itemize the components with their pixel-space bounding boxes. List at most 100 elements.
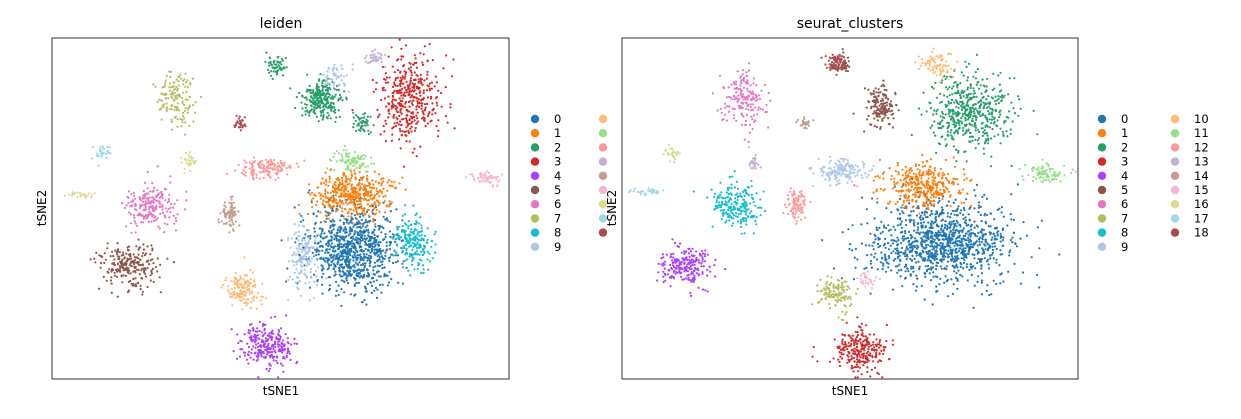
- data-point: [350, 266, 353, 269]
- data-point: [374, 286, 378, 289]
- data-point: [359, 229, 362, 232]
- data-point: [359, 255, 362, 258]
- data-point: [400, 107, 403, 110]
- data-point: [940, 258, 943, 261]
- data-point: [413, 96, 416, 99]
- data-point: [261, 282, 264, 285]
- data-point: [413, 129, 417, 132]
- data-point: [356, 268, 360, 272]
- data-point: [406, 241, 409, 245]
- data-point: [423, 234, 427, 237]
- data-point: [248, 292, 251, 295]
- data-point: [966, 279, 969, 282]
- data-point: [995, 282, 998, 286]
- data-point: [363, 234, 366, 237]
- data-point: [306, 98, 309, 101]
- data-point: [369, 255, 372, 258]
- data-point: [364, 226, 367, 229]
- data-point: [383, 130, 386, 133]
- data-point: [973, 257, 976, 260]
- data-point: [137, 213, 141, 216]
- data-point: [347, 282, 350, 285]
- data-point: [318, 192, 321, 195]
- data-point: [318, 106, 321, 109]
- data-point: [364, 192, 367, 195]
- data-point: [356, 156, 359, 159]
- data-point: [356, 184, 359, 187]
- data-point: [163, 187, 167, 190]
- data-point: [146, 215, 149, 219]
- data-point: [278, 330, 281, 333]
- data-point: [287, 260, 291, 263]
- data-point: [142, 189, 145, 193]
- data-point: [832, 267, 836, 270]
- data-point: [335, 88, 339, 92]
- data-point: [306, 109, 309, 112]
- data-point: [400, 134, 403, 137]
- data-point: [370, 59, 374, 63]
- data-point: [480, 173, 484, 176]
- data-point: [415, 66, 418, 69]
- data-point: [351, 195, 354, 198]
- data-point: [111, 268, 115, 271]
- data-point: [297, 243, 300, 246]
- data-point: [391, 98, 394, 101]
- data-point: [134, 265, 137, 268]
- data-point: [391, 100, 394, 103]
- data-point: [322, 116, 325, 119]
- data-point: [245, 298, 248, 301]
- data-point: [885, 258, 888, 261]
- data-point: [404, 204, 407, 207]
- data-point: [233, 286, 237, 290]
- data-point: [366, 165, 369, 168]
- data-point: [352, 116, 355, 119]
- data-point: [323, 103, 326, 106]
- data-point: [404, 237, 407, 240]
- data-point: [347, 240, 350, 243]
- data-point: [963, 258, 966, 262]
- data-point: [415, 105, 418, 108]
- data-point: [403, 213, 407, 216]
- data-point: [151, 215, 154, 218]
- data-point: [99, 148, 102, 151]
- data-point: [89, 258, 92, 261]
- data-point: [278, 348, 281, 351]
- data-point: [959, 212, 962, 215]
- data-point: [934, 213, 937, 216]
- data-point: [372, 183, 375, 186]
- data-point: [279, 327, 283, 330]
- data-point: [334, 210, 338, 213]
- data-point: [969, 265, 973, 269]
- data-point: [866, 254, 869, 257]
- data-point: [129, 213, 132, 216]
- data-point: [359, 176, 362, 180]
- data-point: [242, 351, 246, 354]
- data-point: [372, 273, 375, 276]
- data-point: [91, 146, 94, 149]
- data-point: [147, 220, 150, 224]
- data-point: [932, 271, 935, 274]
- data-point: [350, 184, 353, 187]
- data-point: [191, 77, 194, 80]
- data-point: [485, 170, 488, 173]
- data-point: [223, 212, 226, 215]
- data-point: [400, 94, 403, 97]
- data-point: [144, 181, 147, 184]
- data-point: [336, 69, 339, 72]
- data-point: [297, 239, 300, 242]
- data-point: [1000, 211, 1003, 214]
- data-point: [191, 104, 195, 107]
- data-point: [144, 275, 147, 278]
- data-point: [398, 225, 401, 229]
- data-point: [883, 226, 886, 229]
- data-point: [347, 90, 350, 93]
- data-point: [349, 199, 352, 202]
- data-point: [220, 220, 223, 223]
- data-point: [350, 177, 353, 180]
- data-point: [255, 176, 258, 179]
- data-point: [97, 155, 100, 158]
- data-point: [371, 245, 374, 248]
- data-point: [372, 59, 375, 62]
- data-point: [315, 257, 318, 260]
- data-point: [938, 197, 941, 200]
